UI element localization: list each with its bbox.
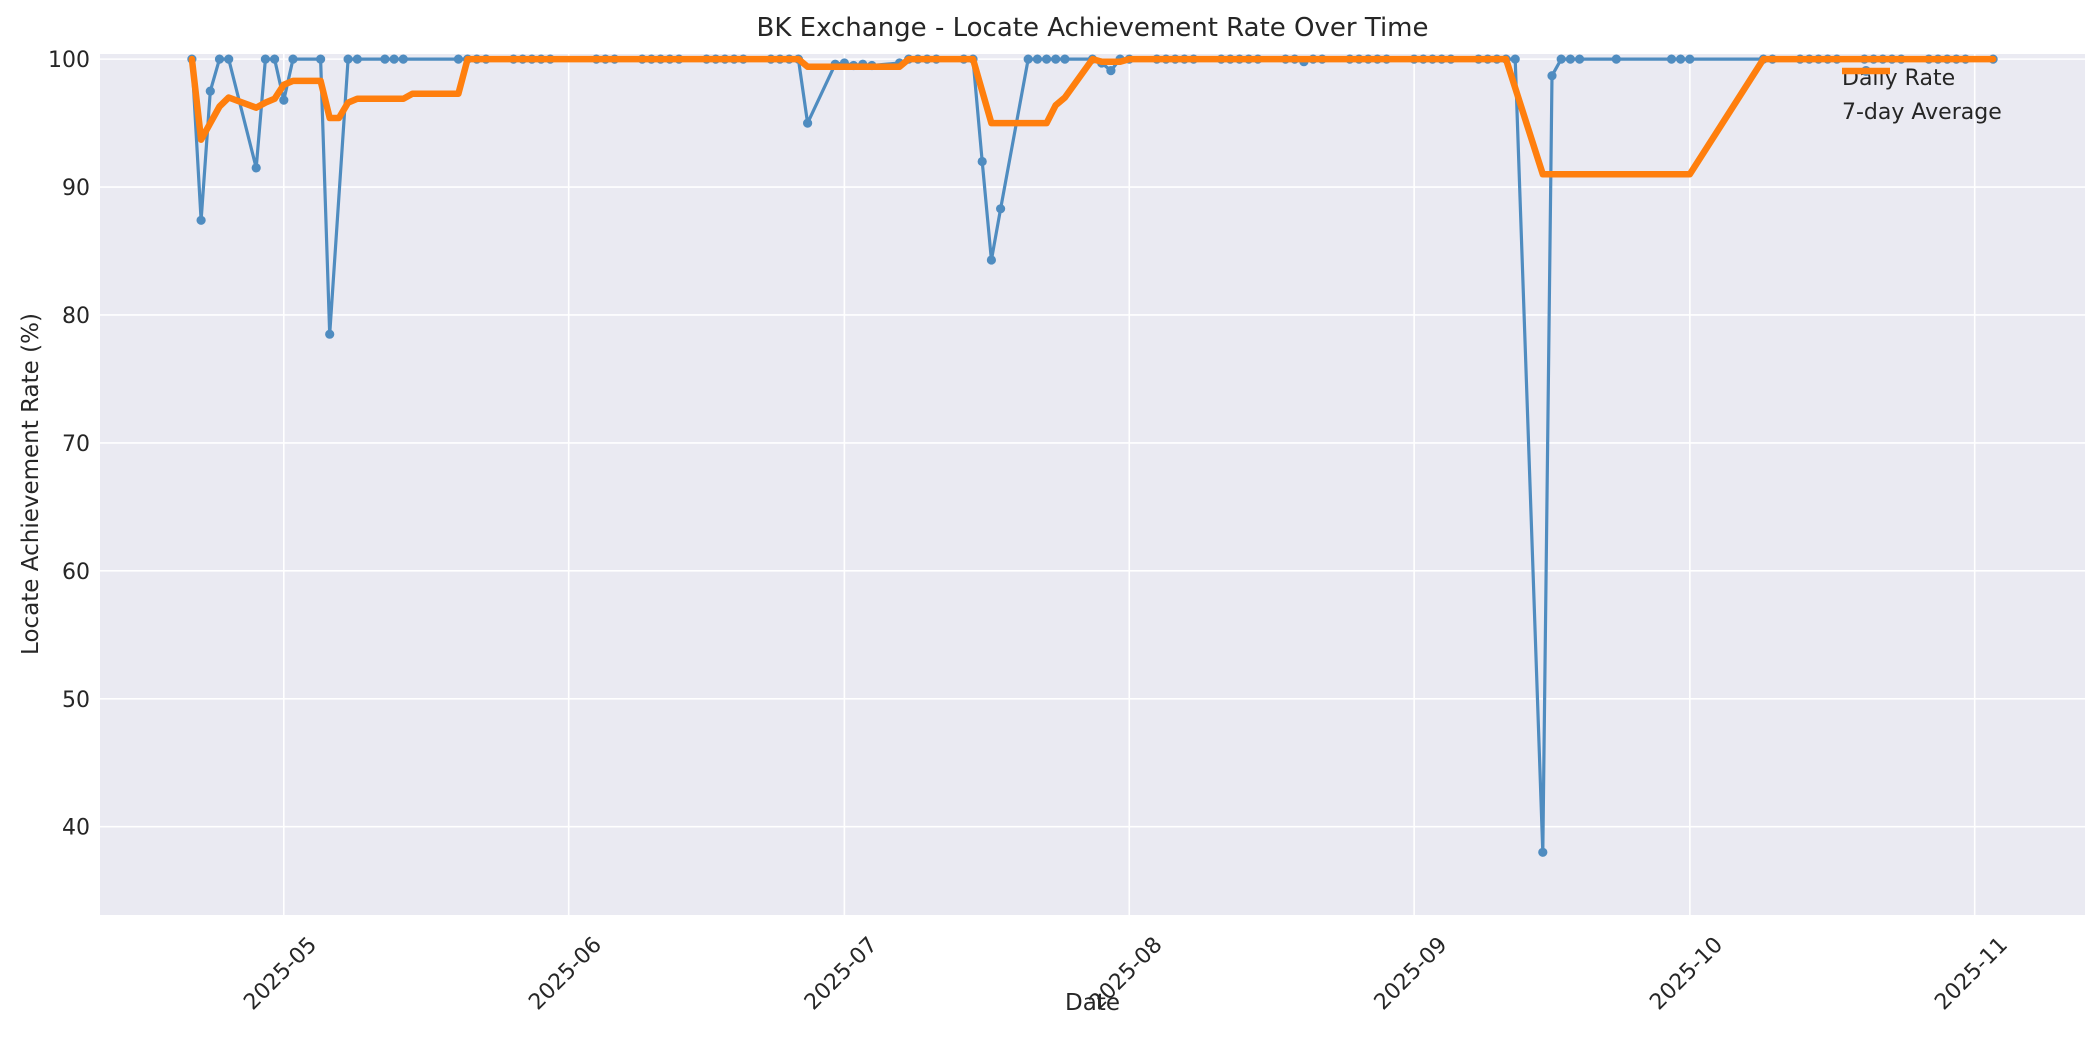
daily-rate-marker [352,54,362,64]
daily-rate-marker [1685,54,1695,64]
average-line-icon [1842,67,1890,75]
daily-rate-marker [270,54,280,64]
daily-rate-marker [398,54,408,64]
daily-rate-marker [1575,54,1585,64]
daily-rate-marker [1556,54,1566,64]
daily-rate-marker [380,54,390,64]
daily-rate-marker [316,54,326,64]
daily-rate-marker [986,255,997,265]
daily-rate-marker [996,204,1006,214]
daily-rate-marker [1032,54,1042,64]
daily-rate-marker [1023,54,1033,64]
y-tick-label: 100 [48,48,90,73]
daily-rate-marker [1106,66,1116,76]
y-tick-labels: 40 50 60 70 80 90 100 [48,48,90,841]
daily-rate-marker [196,215,206,225]
daily-rate-marker [288,54,298,64]
y-tick-label: 50 [62,688,90,713]
y-tick-label: 80 [62,304,90,329]
daily-rate-marker [453,54,463,64]
daily-rate-marker [1547,71,1557,81]
plot-area [100,54,2085,915]
daily-rate-marker [1051,54,1061,64]
daily-rate-marker [1538,847,1548,857]
y-tick-label: 70 [62,432,90,457]
daily-rate-marker [1042,54,1052,64]
legend: Daily Rate 7-day Average [1842,64,2002,126]
x-axis-label: Date [1065,990,1120,1016]
gridlines [100,54,2085,915]
daily-rate-marker [1611,54,1621,64]
daily-rate-marker [343,54,353,64]
daily-rate-marker [1676,54,1686,64]
daily-rate-marker [977,156,987,167]
legend-item-7day-average: 7-day Average [1842,67,2002,126]
daily-rate-marker [251,163,261,173]
daily-rate-marker [224,54,234,64]
daily-rate-marker [803,118,813,128]
daily-rate-marker [1666,54,1677,64]
daily-rate-marker [325,329,335,339]
average-line [188,55,1997,178]
daily-rate-marker [260,54,270,64]
y-tick-label: 40 [62,816,90,841]
legend-label-7day-average: 7-day Average [1842,99,2002,125]
chart-title: BK Exchange - Locate Achievement Rate Ov… [756,13,1429,43]
daily-rate-marker [279,95,289,105]
daily-rate-marker [1060,54,1070,64]
y-tick-label: 60 [62,560,90,585]
daily-rate-marker [214,54,225,64]
y-axis-label: Locate Achievement Rate (%) [18,313,44,655]
daily-rate-marker [1565,54,1575,64]
y-tick-label: 90 [62,176,90,201]
daily-rate-marker [1510,54,1520,64]
daily-rate-marker [205,86,215,96]
daily-rate-marker [389,54,399,64]
